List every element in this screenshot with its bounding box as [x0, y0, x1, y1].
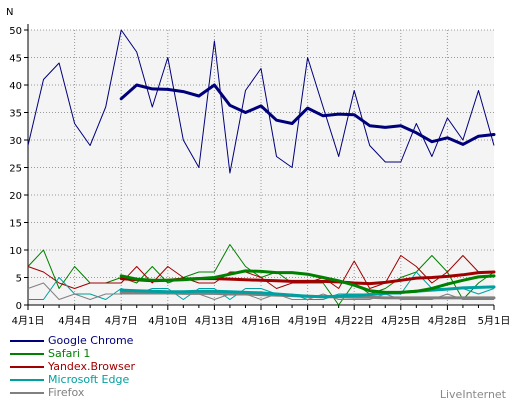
legend-item: Google Chrome: [10, 334, 310, 347]
x-tick-label: 4月10日: [148, 315, 187, 327]
legend-item: Yandex.Browser: [10, 360, 310, 373]
series-line-trend: [119, 269, 496, 294]
legend-swatch: [10, 366, 44, 368]
series-line-raw: [27, 255, 494, 289]
legend: Google Chrome Safari 1 Yandex.Browser Micro…: [10, 334, 310, 399]
legend-swatch: [10, 379, 44, 381]
y-tick-label: 0: [16, 301, 22, 312]
x-ticks: 4月1日 4月4日 4月7日 4月10日 4月13日 4月16日 4月19日 4月22日 4月2…: [12, 305, 511, 327]
y-tick-label: 15: [9, 219, 22, 230]
series-line-trend: [119, 83, 496, 146]
x-tick-label: 4月1日: [12, 315, 45, 327]
legend-item: Microsoft Edge: [10, 373, 310, 386]
y-tick-label: 20: [9, 191, 22, 202]
x-tick-label: 4月7日: [105, 315, 138, 327]
series-line-raw: [28, 271, 495, 300]
legend-item: Firefox: [10, 386, 310, 399]
x-tick-label: 4月25日: [381, 315, 420, 327]
x-tick-label: 4月28日: [428, 315, 467, 327]
x-tick-label: 4月19日: [288, 315, 327, 327]
y-axis-label: N: [6, 7, 13, 18]
y-tick-label: 25: [9, 164, 22, 175]
x-tick-label: 4月22日: [335, 315, 374, 327]
grid: [28, 29, 494, 305]
y-tick-label: 45: [9, 54, 22, 65]
series-line-raw: [27, 282, 494, 300]
x-tick-label: 4月4日: [58, 315, 91, 327]
legend-label: Firefox: [48, 386, 85, 399]
watermark: LiveInternet: [439, 388, 506, 401]
y-tick-label: 5: [16, 274, 22, 285]
series-line-raw: [27, 29, 495, 174]
x-tick-label: 5月1日: [478, 315, 511, 327]
y-tick-label: 30: [9, 136, 22, 147]
legend-label: Google Chrome: [48, 334, 134, 347]
series-lines: [27, 29, 496, 306]
legend-label: Yandex.Browser: [48, 360, 136, 373]
y-tick-label: 35: [9, 109, 22, 120]
legend-swatch: [10, 392, 44, 394]
legend-item: Safari 1: [10, 347, 310, 360]
y-tick-label: 40: [9, 81, 22, 92]
y-ticks: 0 5 10 15 20 25 30 35 40 45 50: [9, 26, 28, 312]
y-tick-label: 10: [9, 246, 22, 257]
legend-swatch: [10, 340, 44, 342]
x-tick-label: 4月13日: [195, 315, 234, 327]
x-tick-label: 4月16日: [241, 315, 280, 327]
y-tick-label: 50: [9, 26, 22, 37]
series-line-trend: [119, 285, 496, 299]
legend-swatch: [10, 353, 44, 355]
legend-label: Safari 1: [48, 347, 91, 360]
legend-label: Microsoft Edge: [48, 373, 130, 386]
